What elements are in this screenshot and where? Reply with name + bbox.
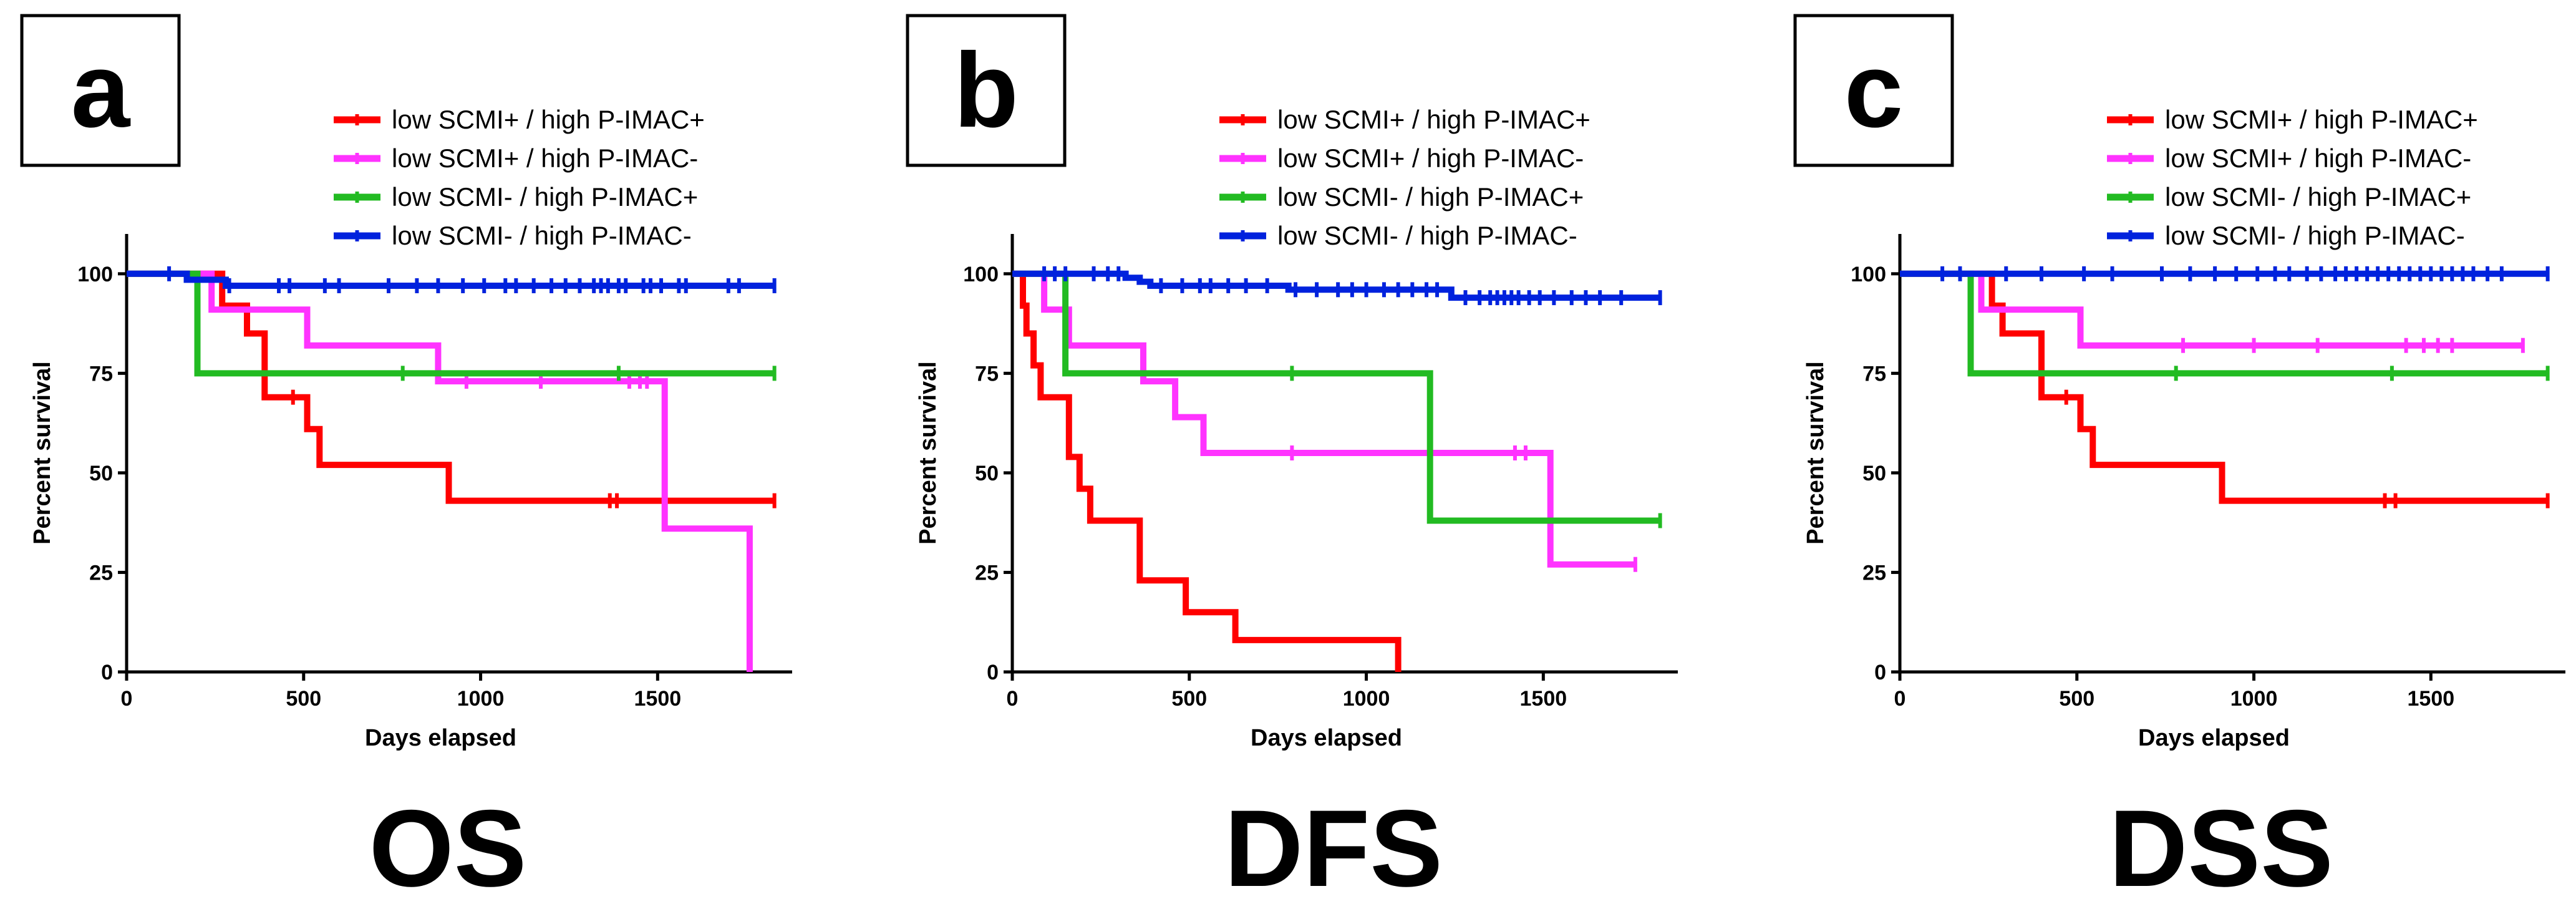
legend-label: low SCMI+ / high P-IMAC-	[1277, 143, 1584, 173]
panel-letter-box	[906, 14, 1067, 167]
y-tick-label: 100	[77, 263, 113, 286]
series-line	[1900, 270, 2548, 504]
x-axis-title: Days elapsed	[2138, 725, 2290, 751]
x-tick-label: 0	[1894, 687, 1906, 711]
y-tick-label: 75	[1862, 362, 1886, 386]
y-tick-label: 0	[987, 661, 999, 684]
x-tick-label: 0	[1007, 687, 1019, 711]
y-tick-label: 0	[101, 661, 113, 684]
panel-endpoint-label: DSS	[2109, 788, 2333, 910]
legend-label: low SCMI+ / high P-IMAC+	[392, 105, 705, 134]
y-tick-label: 25	[975, 561, 999, 585]
y-tick-label: 50	[1862, 462, 1886, 485]
x-tick-label: 1000	[2230, 687, 2278, 711]
x-tick-label: 1500	[634, 687, 682, 711]
x-tick-label: 0	[121, 687, 133, 711]
legend-label: low SCMI+ / high P-IMAC-	[392, 143, 698, 173]
y-tick-label: 0	[1874, 661, 1886, 684]
y-axis-title: Percent survival	[1803, 361, 1829, 545]
x-axis-title: Days elapsed	[365, 725, 516, 751]
panel-letter: b	[954, 31, 1019, 150]
panel-letter-box	[20, 14, 181, 167]
panel-endpoint-label: OS	[369, 788, 527, 910]
legend-label: low SCMI- / high P-IMAC+	[1277, 182, 1584, 212]
y-tick-label: 75	[975, 362, 999, 386]
x-tick-label: 1000	[1343, 687, 1390, 711]
y-tick-label: 100	[963, 263, 999, 286]
legend-label: low SCMI- / high P-IMAC-	[392, 221, 692, 250]
legend-label: low SCMI- / high P-IMAC+	[2165, 182, 2471, 212]
series-line	[1012, 270, 1402, 672]
x-tick-label: 500	[286, 687, 321, 711]
series-line	[1012, 270, 1660, 301]
series-line	[127, 270, 775, 289]
x-tick-label: 1500	[1520, 687, 1567, 711]
panel-c: c low SCMI+ / high P-IMAC+ low SCMI+ / hig…	[1793, 14, 2565, 910]
legend-label: low SCMI- / high P-IMAC-	[1277, 221, 1577, 250]
series-line	[127, 270, 775, 504]
panel-endpoint-label: DFS	[1224, 788, 1443, 910]
legend-label: low SCMI+ / high P-IMAC+	[2165, 105, 2478, 134]
panel-a: a low SCMI+ / high P-IMAC+ low SCMI+ / hig…	[20, 14, 792, 910]
legend-label: low SCMI- / high P-IMAC-	[2165, 221, 2465, 250]
panel-letter: a	[71, 31, 131, 150]
y-tick-label: 75	[89, 362, 113, 386]
legend-label: low SCMI- / high P-IMAC+	[392, 182, 698, 212]
y-tick-label: 100	[1851, 263, 1886, 286]
x-tick-label: 1000	[457, 687, 505, 711]
panel-letter: c	[1844, 31, 1904, 150]
x-tick-label: 500	[2059, 687, 2094, 711]
y-tick-label: 50	[975, 462, 999, 485]
y-axis-title: Percent survival	[29, 361, 56, 545]
x-axis-title: Days elapsed	[1251, 725, 1402, 751]
y-axis-title: Percent survival	[915, 361, 941, 545]
y-tick-label: 25	[89, 561, 113, 585]
y-tick-label: 50	[89, 462, 113, 485]
series-line	[127, 270, 753, 672]
panel-b: b low SCMI+ / high P-IMAC+ low SCMI+ / hig…	[906, 14, 1678, 910]
legend-label: low SCMI+ / high P-IMAC-	[2165, 143, 2471, 173]
x-tick-label: 1500	[2408, 687, 2455, 711]
panel-letter-box	[1793, 14, 1954, 167]
y-tick-label: 25	[1862, 561, 1886, 585]
series-line	[1012, 270, 1660, 524]
legend-label: low SCMI+ / high P-IMAC+	[1277, 105, 1591, 134]
series-line	[1012, 270, 1635, 568]
series-line	[1900, 270, 2548, 377]
x-tick-label: 500	[1171, 687, 1207, 711]
